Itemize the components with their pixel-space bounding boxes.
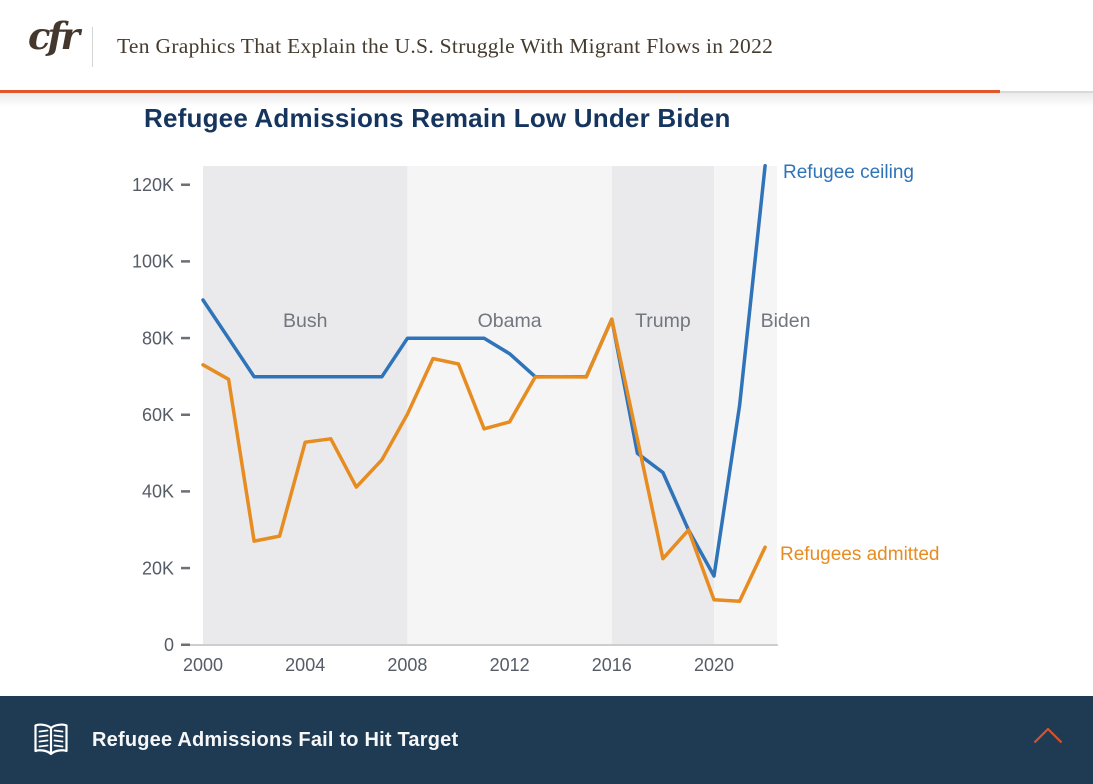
y-tick-label-0: 0 <box>164 635 174 655</box>
chart-title: Refugee Admissions Remain Low Under Bide… <box>144 103 731 133</box>
chevron-up-icon[interactable] <box>1033 727 1063 745</box>
x-tick-label-2012: 2012 <box>490 655 530 675</box>
x-tick-label-2020: 2020 <box>694 655 734 675</box>
article-title: Ten Graphics That Explain the U.S. Strug… <box>117 33 774 58</box>
era-label-bush: Bush <box>283 310 327 332</box>
site-header: cfr Ten Graphics That Explain the U.S. S… <box>0 0 1093 107</box>
header-divider <box>92 27 93 67</box>
reading-progress-bar <box>0 90 1000 93</box>
y-tick-20k <box>181 566 190 570</box>
era-band-obama <box>407 166 612 644</box>
x-tick-label-2016: 2016 <box>592 655 632 675</box>
refugee-ceiling-line <box>201 164 767 578</box>
era-band-trump <box>611 166 714 644</box>
y-tick-120k <box>181 183 190 186</box>
y-tick-label-100k: 100K <box>132 252 174 272</box>
y-tick-0 <box>181 643 190 646</box>
series-label-refugees-admitted: Refugees admitted <box>780 544 940 565</box>
era-band-bush <box>203 166 408 644</box>
y-tick-label-80k: 80K <box>142 328 174 348</box>
y-tick-label-120k: 120K <box>132 175 174 195</box>
y-tick-100k <box>181 260 190 263</box>
cfr-logo[interactable]: cfr <box>28 14 80 58</box>
header-shadow <box>0 93 1093 107</box>
x-axis-line <box>190 644 778 646</box>
era-label-trump: Trump <box>635 310 691 332</box>
y-tick-label-60k: 60K <box>142 405 174 425</box>
x-tick-label-2000: 2000 <box>183 655 223 675</box>
x-tick-label-2004: 2004 <box>285 655 325 675</box>
y-tick-40k <box>181 490 190 493</box>
era-label-obama: Obama <box>478 310 542 332</box>
era-label-biden: Biden <box>761 310 811 332</box>
era-band-biden <box>714 166 778 644</box>
series-label-refugee-ceiling: Refugee ceiling <box>783 162 914 183</box>
y-tick-80k <box>181 336 190 340</box>
y-tick-60k <box>181 413 190 416</box>
x-tick-label-2008: 2008 <box>387 655 427 675</box>
y-tick-label-20k: 20K <box>142 558 174 578</box>
refugees-admitted-line <box>201 317 767 604</box>
y-tick-label-40k: 40K <box>142 482 174 502</box>
open-book-icon <box>31 720 71 760</box>
next-section-bar[interactable]: Refugee Admissions Fail to Hit Target <box>0 696 1093 784</box>
next-section-title[interactable]: Refugee Admissions Fail to Hit Target <box>92 728 459 751</box>
